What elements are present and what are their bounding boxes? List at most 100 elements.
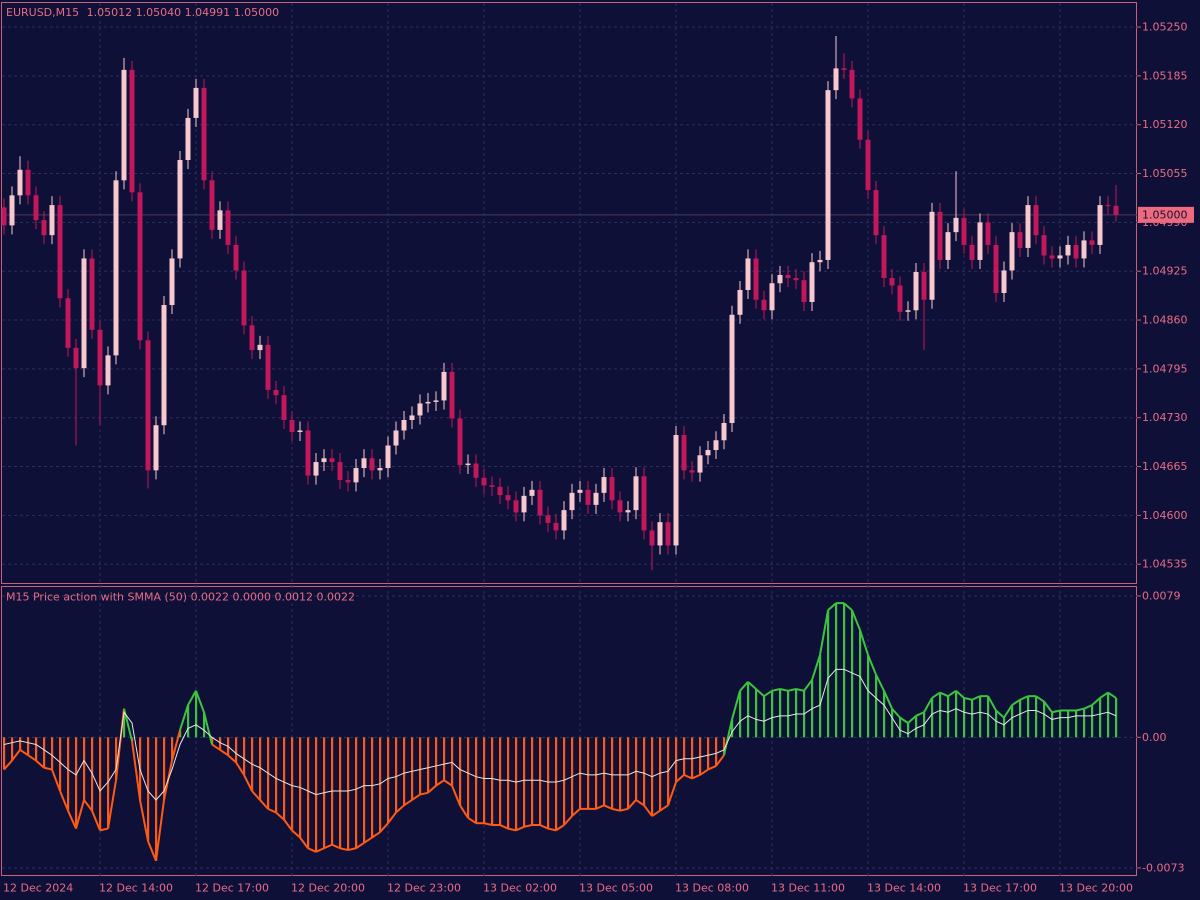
- candle-body: [689, 470, 695, 473]
- histogram-bar: [1099, 697, 1102, 738]
- header-low: 1.04991: [185, 6, 231, 19]
- histogram-outline: [251, 790, 261, 801]
- candle-body: [969, 244, 975, 260]
- candle-body: [889, 277, 895, 286]
- histogram-bar: [611, 737, 614, 809]
- candle-body: [729, 314, 735, 423]
- signal-line: [3, 668, 1117, 801]
- histogram-outline: [651, 809, 661, 817]
- candle-body: [849, 69, 855, 99]
- histogram-outline: [787, 688, 797, 692]
- y-tick-label: 1.04600: [1142, 509, 1188, 522]
- histogram-bar: [155, 737, 158, 861]
- candle-body: [145, 340, 151, 471]
- candle-body: [745, 258, 751, 290]
- candle-body: [937, 211, 943, 260]
- histogram-outline: [299, 836, 309, 849]
- histogram-outline: [323, 843, 333, 850]
- candle-body: [481, 477, 487, 486]
- candle-body: [601, 477, 607, 493]
- histogram-bar: [683, 737, 686, 775]
- histogram-outline: [339, 847, 349, 852]
- histogram-outline: [107, 780, 117, 829]
- histogram-outline: [555, 824, 565, 832]
- candle-body: [257, 344, 263, 351]
- histogram-bar: [731, 719, 734, 738]
- candle-body: [465, 463, 471, 466]
- candle-body: [129, 69, 135, 193]
- histogram-bar: [1075, 710, 1078, 738]
- histogram-bar: [203, 712, 206, 738]
- histogram-bar: [563, 737, 566, 825]
- histogram-outline: [747, 681, 757, 690]
- histogram-bar: [539, 737, 542, 825]
- histogram-outline: [395, 804, 405, 814]
- x-tick-label: 13 Dec 05:00: [579, 882, 653, 895]
- histogram-outline: [379, 822, 389, 833]
- candle-body: [305, 430, 311, 476]
- candle-body: [1081, 240, 1087, 259]
- candle-body: [209, 180, 215, 230]
- candle-body: [385, 445, 391, 469]
- histogram-bar: [707, 737, 710, 770]
- histogram-outline: [611, 807, 621, 812]
- histogram-bar: [419, 737, 422, 795]
- histogram-outline: [499, 824, 509, 830]
- candle-body: [17, 169, 23, 196]
- histogram-outline: [963, 696, 973, 701]
- histogram-outline: [603, 804, 613, 810]
- histogram-outline: [403, 799, 413, 807]
- histogram-outline: [195, 690, 205, 713]
- histogram-outline: [851, 609, 861, 631]
- histogram-bar: [195, 690, 198, 738]
- candle-body: [41, 220, 47, 236]
- histogram-bar: [179, 730, 182, 738]
- histogram-outline: [219, 749, 229, 757]
- candle-body: [1041, 235, 1047, 256]
- candle-body: [321, 458, 327, 463]
- histogram-bar: [459, 737, 462, 806]
- histogram-outline: [59, 790, 69, 812]
- candle-body: [697, 455, 703, 473]
- histogram-bar: [187, 705, 190, 738]
- x-tick-label: 13 Dec 08:00: [675, 882, 749, 895]
- candle-body: [665, 522, 671, 546]
- histogram-bar: [83, 737, 86, 800]
- histogram-outline: [147, 840, 157, 862]
- candle-body: [705, 450, 711, 456]
- histogram-outline: [515, 825, 525, 832]
- histogram-bar: [11, 737, 14, 761]
- histogram-outline: [971, 695, 981, 701]
- histogram-outline: [915, 711, 925, 717]
- histogram-bar: [491, 737, 494, 825]
- candle-body: [345, 480, 351, 483]
- y-tick-label: 1.05185: [1142, 69, 1188, 82]
- histogram-bar: [555, 737, 558, 831]
- histogram-bar: [115, 737, 118, 781]
- x-tick-label: 13 Dec 20:00: [1059, 882, 1133, 895]
- histogram-outline: [827, 602, 837, 612]
- histogram-bar: [739, 690, 742, 738]
- histogram-outline: [419, 791, 429, 796]
- histogram-outline: [1075, 707, 1085, 712]
- histogram-bar: [259, 737, 262, 800]
- candle-body: [353, 468, 359, 483]
- histogram-outline: [571, 808, 581, 817]
- candle-body: [1057, 255, 1063, 259]
- candle-body: [561, 510, 567, 531]
- candle-body: [529, 489, 535, 496]
- histogram-outline: [243, 774, 253, 792]
- candle-body: [449, 371, 455, 419]
- histogram-bar: [627, 737, 630, 809]
- histogram-bar: [971, 699, 974, 738]
- candle-body: [881, 235, 887, 278]
- histogram-outline: [91, 810, 101, 831]
- candle-body: [201, 87, 207, 181]
- x-tick-label: 13 Dec 14:00: [867, 882, 941, 895]
- candle-body: [553, 522, 559, 531]
- histogram-bar: [1115, 697, 1118, 738]
- candle-body: [33, 195, 39, 221]
- candle-body: [1009, 232, 1015, 271]
- histogram-outline: [235, 761, 245, 776]
